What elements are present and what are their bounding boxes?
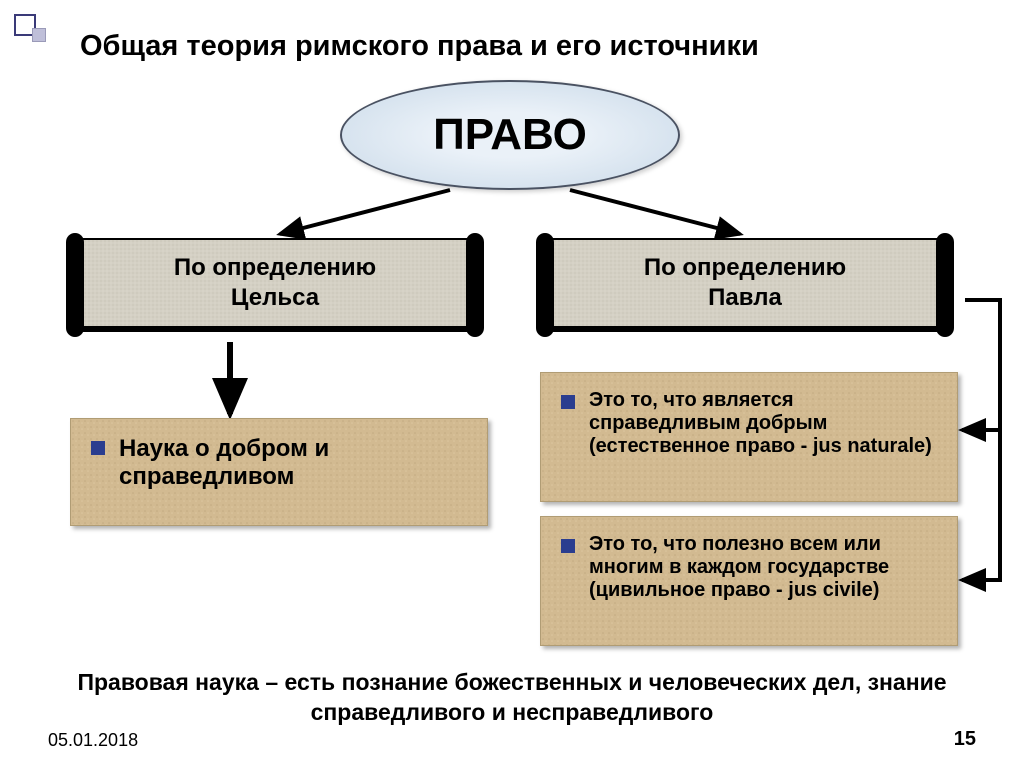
root-ellipse-text: ПРАВО <box>433 110 587 160</box>
slide-title: Общая теория римского права и его источн… <box>80 30 984 63</box>
scroll-celsus: По определению Цельса <box>70 238 480 328</box>
box-pavel-def1-text: Это то, что является справедливым добрым… <box>589 389 937 458</box>
bullet-icon <box>91 441 105 455</box>
box-pavel-def2-text: Это то, что полезно всем или многим в ка… <box>589 533 937 602</box>
root-ellipse: ПРАВО <box>340 80 680 190</box>
box-pavel-def1: Это то, что является справедливым добрым… <box>540 372 958 502</box>
scroll-celsus-line1: По определению <box>174 254 376 281</box>
scroll-pavel-line2: Павла <box>708 284 782 311</box>
scroll-pavel-line1: По определению <box>644 254 846 281</box>
box-celsus-def-text: Наука о добром и справедливом <box>119 435 467 491</box>
bullet-icon <box>561 539 575 553</box>
box-pavel-def2: Это то, что полезно всем или многим в ка… <box>540 516 958 646</box>
footer-definition: Правовая наука – есть познание божествен… <box>60 668 964 728</box>
box-celsus-def: Наука о добром и справедливом <box>70 418 488 526</box>
slide-number: 15 <box>954 728 976 751</box>
slide: Общая теория римского права и его источн… <box>0 0 1024 767</box>
slide-date: 05.01.2018 <box>48 730 138 751</box>
scroll-celsus-line2: Цельса <box>231 284 319 311</box>
bullet-icon <box>561 395 575 409</box>
scroll-pavel: По определению Павла <box>540 238 950 328</box>
